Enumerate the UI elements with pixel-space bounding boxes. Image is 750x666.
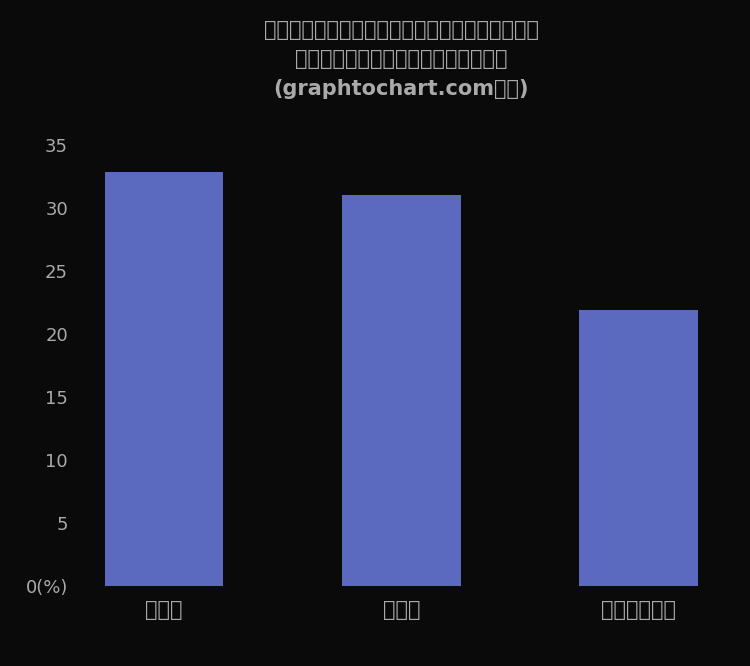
Bar [342,196,460,586]
Title: シンガポールの国土面積に占める森林面積の割合
世界の平均値と中央値との比較グラフ
(graphtochart.com作成): シンガポールの国土面積に占める森林面積の割合 世界の平均値と中央値との比較グラフ… [264,20,538,99]
Bar [105,172,224,586]
Bar [579,310,698,586]
